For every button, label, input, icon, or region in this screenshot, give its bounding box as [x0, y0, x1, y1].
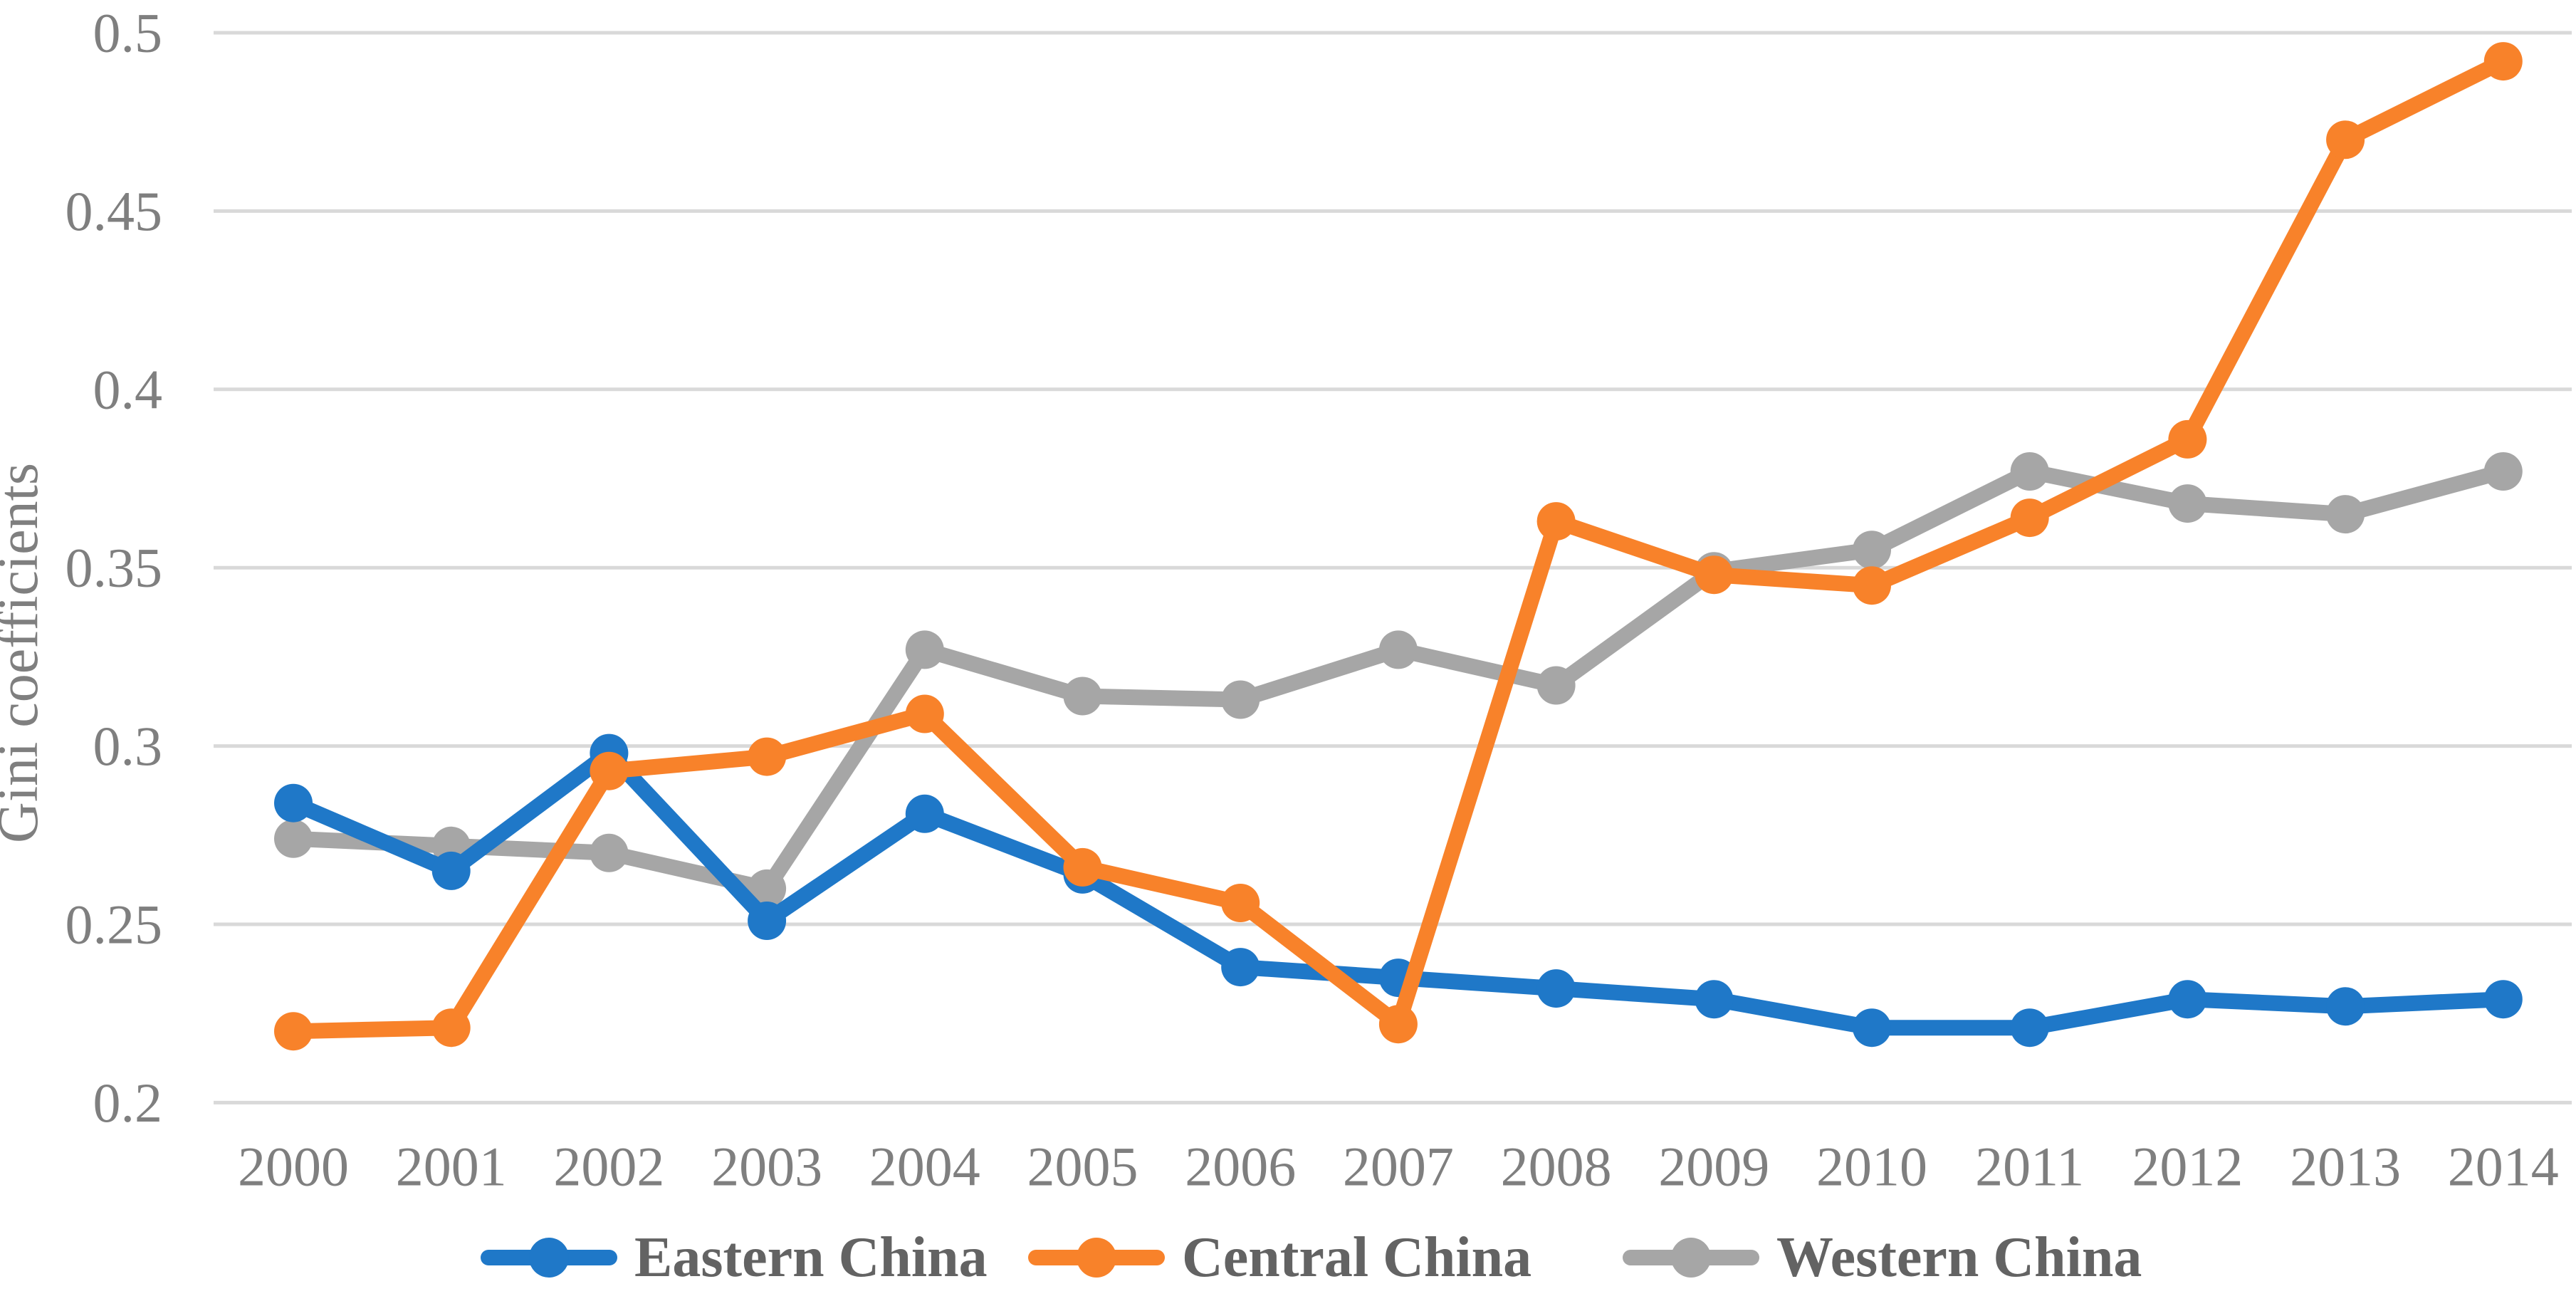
data-point-central-china-2009 [1695, 555, 1734, 595]
data-point-western-china-2011 [2010, 452, 2049, 491]
y-axis-title: Gini coefficients [0, 463, 50, 843]
data-point-western-china-2000 [274, 819, 313, 858]
y-tick-label-0.35: 0.35 [66, 537, 163, 599]
legend-label-eastern-china: Eastern China [634, 1226, 988, 1289]
x-tick-label-2014: 2014 [2448, 1136, 2559, 1198]
data-point-western-china-2003 [748, 869, 787, 908]
y-tick-label-0.45: 0.45 [66, 180, 163, 242]
x-tick-label-2004: 2004 [869, 1136, 980, 1198]
x-tick-label-2011: 2011 [1975, 1136, 2084, 1198]
gridlines [214, 31, 2572, 1104]
data-point-western-china-2006 [1221, 680, 1260, 719]
data-point-eastern-china-2008 [1536, 969, 1576, 1008]
data-point-eastern-china-2013 [2326, 987, 2365, 1026]
x-tick-label-2003: 2003 [711, 1136, 822, 1198]
data-point-eastern-china-2014 [2483, 980, 2523, 1019]
data-point-western-china-2004 [905, 630, 944, 669]
data-point-central-china-2006 [1221, 884, 1260, 922]
data-point-eastern-china-2011 [2010, 1008, 2049, 1048]
data-point-western-china-2002 [590, 833, 629, 872]
data-point-eastern-china-2000 [274, 783, 313, 822]
data-point-central-china-2014 [2483, 42, 2523, 81]
series-line-western-china [286, 464, 2511, 897]
data-point-central-china-2005 [1063, 847, 1102, 887]
legend-item-western-china: Western China [1623, 1226, 2142, 1289]
data-point-western-china-2007 [1378, 630, 1418, 669]
data-point-western-china-2008 [1536, 666, 1576, 705]
data-point-eastern-china-2012 [2168, 980, 2207, 1019]
data-point-central-china-2004 [905, 694, 944, 733]
legend-marker-dot-central-china-icon [1077, 1238, 1116, 1278]
series-western-china [274, 452, 2523, 908]
data-point-central-china-2012 [2168, 419, 2207, 459]
data-point-eastern-china-2001 [431, 851, 471, 890]
series-central-china [274, 42, 2523, 1051]
data-point-central-china-2001 [431, 1008, 471, 1048]
series-line-central-china [286, 53, 2511, 1040]
legend-marker-dot-eastern-china-icon [529, 1238, 569, 1278]
series-lines [274, 42, 2523, 1051]
x-tick-label-2009: 2009 [1658, 1136, 1769, 1198]
x-tick-label-2012: 2012 [2132, 1136, 2243, 1198]
data-point-eastern-china-2003 [748, 902, 787, 940]
data-point-central-china-2007 [1378, 1005, 1418, 1044]
data-point-central-china-2010 [1853, 566, 1891, 605]
y-axis-tick-labels: 0.2 0.25 0.3 0.35 0.4 0.45 0.5 [66, 2, 163, 1134]
data-point-western-china-2012 [2168, 484, 2207, 523]
x-tick-label-2005: 2005 [1027, 1136, 1138, 1198]
legend-item-central-china: Central China [1028, 1226, 1532, 1289]
x-tick-label-2010: 2010 [1816, 1136, 1927, 1198]
y-tick-label-0.2: 0.2 [93, 1072, 163, 1134]
legend-label-western-china: Western China [1776, 1226, 2142, 1289]
x-tick-label-2006: 2006 [1185, 1136, 1296, 1198]
x-tick-label-2002: 2002 [553, 1136, 664, 1198]
data-point-western-china-2013 [2326, 495, 2365, 534]
legend-item-eastern-china: Eastern China [481, 1226, 988, 1289]
x-tick-label-2008: 2008 [1501, 1136, 1612, 1198]
data-point-eastern-china-2009 [1695, 980, 1734, 1019]
data-point-central-china-2000 [274, 1012, 313, 1051]
y-tick-label-0.3: 0.3 [93, 715, 163, 777]
x-tick-label-2013: 2013 [2290, 1136, 2401, 1198]
legend: Eastern China Central China Western China [481, 1226, 2142, 1289]
data-point-central-china-2008 [1536, 502, 1576, 541]
y-tick-label-0.5: 0.5 [93, 2, 163, 64]
data-point-western-china-2014 [2483, 452, 2523, 491]
x-axis-tick-labels: 2000 2001 2002 2003 2004 2005 2006 2007 2008 2009… [238, 1136, 2559, 1198]
data-point-central-china-2003 [748, 737, 787, 776]
data-point-central-china-2011 [2010, 498, 2049, 538]
legend-marker-dot-western-china-icon [1671, 1238, 1711, 1278]
x-tick-label-2000: 2000 [238, 1136, 349, 1198]
y-tick-label-0.4: 0.4 [93, 358, 163, 420]
data-point-western-china-2010 [1853, 531, 1891, 570]
data-point-eastern-china-2004 [905, 794, 944, 833]
y-tick-label-0.25: 0.25 [66, 894, 163, 956]
data-point-eastern-china-2006 [1221, 948, 1260, 987]
data-point-eastern-china-2010 [1853, 1008, 1891, 1048]
x-tick-label-2007: 2007 [1343, 1136, 1454, 1198]
x-tick-label-2001: 2001 [396, 1136, 507, 1198]
data-point-central-china-2013 [2326, 120, 2365, 160]
legend-label-central-china: Central China [1182, 1226, 1532, 1289]
data-point-western-china-2005 [1063, 677, 1102, 716]
data-point-central-china-2002 [590, 751, 629, 790]
